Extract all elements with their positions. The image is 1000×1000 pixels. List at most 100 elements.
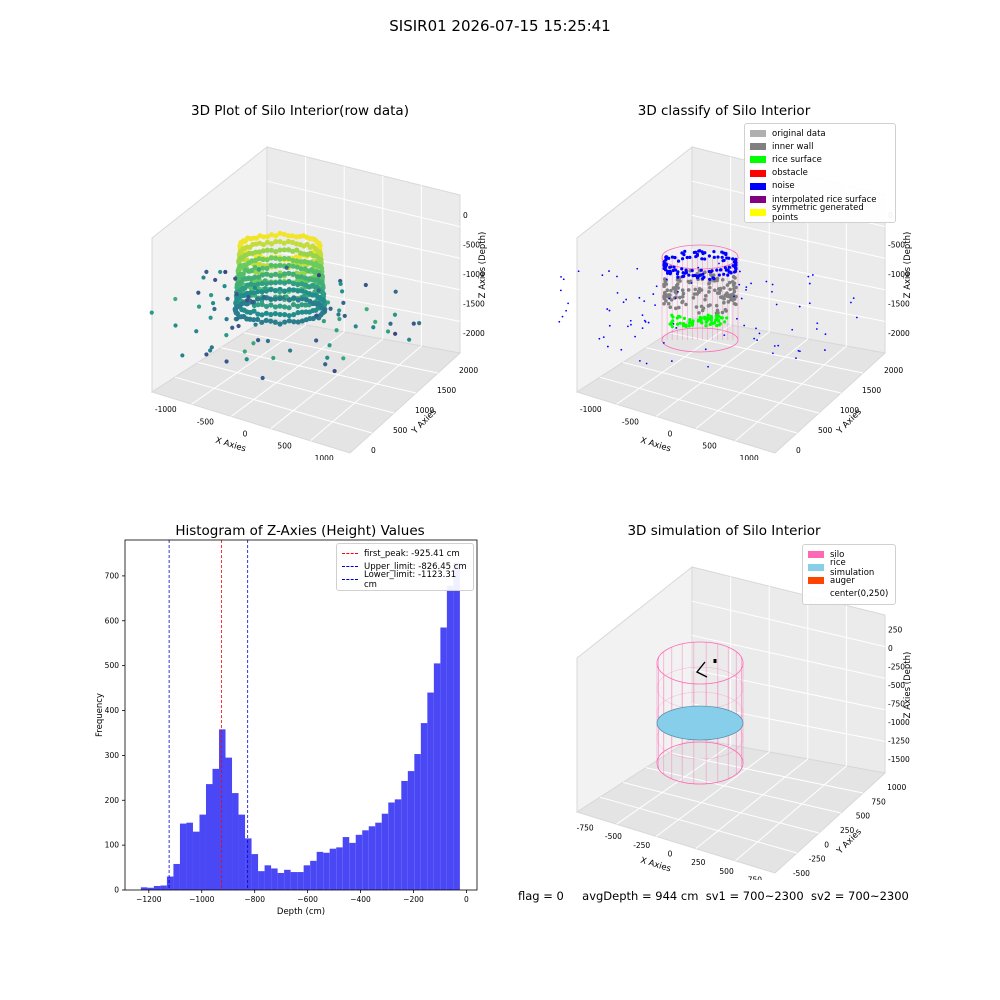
legend-line-swatch bbox=[342, 566, 358, 568]
plot2-ztick: -1000 bbox=[888, 270, 910, 279]
plot1-point bbox=[277, 279, 283, 285]
plot1-point bbox=[244, 357, 249, 362]
legend2-entry: inner wall bbox=[750, 140, 890, 153]
histogram-bar bbox=[368, 826, 376, 890]
legend-label: obstacle bbox=[772, 168, 808, 179]
plot2-rice-surface-point bbox=[706, 313, 710, 317]
histogram-bar bbox=[186, 822, 193, 890]
plot2-xtick: -1000 bbox=[580, 405, 602, 414]
plot2-noise-wall-point bbox=[670, 255, 674, 259]
plot1-point bbox=[286, 305, 292, 311]
plot4-xtick: -250 bbox=[633, 841, 650, 850]
plot2-noise-wall-point bbox=[732, 260, 736, 264]
plot1-point bbox=[272, 311, 278, 317]
plot4-xtick: 750 bbox=[748, 876, 763, 880]
plot2-rice-surface-point bbox=[709, 321, 713, 325]
plot1-point bbox=[363, 282, 368, 288]
plot4-grid-line bbox=[645, 767, 842, 814]
plot1-point bbox=[273, 233, 279, 239]
plot1-point bbox=[320, 282, 326, 289]
plot2-noise-wall-point bbox=[682, 253, 686, 257]
plot2-inner-wall-point bbox=[662, 293, 667, 298]
plot4-grid-line bbox=[622, 781, 820, 834]
plot2-inner-wall-point bbox=[666, 301, 671, 306]
plot1-point bbox=[342, 313, 347, 319]
plot1-point bbox=[332, 368, 337, 374]
plot2-ytick: 500 bbox=[818, 426, 833, 435]
plot2-rice-surface-point bbox=[717, 314, 721, 318]
plot1-point bbox=[284, 265, 289, 270]
plot2-noise-point bbox=[616, 291, 619, 294]
plot2-grid-line bbox=[691, 249, 886, 291]
plot1-point bbox=[337, 308, 342, 313]
plot4-ytick: 500 bbox=[856, 812, 871, 821]
histogram-xtick-label: −1000 bbox=[189, 895, 215, 904]
legend-label: interpolated rice surface bbox=[772, 194, 877, 205]
plot2-noise-wall-point bbox=[673, 268, 678, 272]
plot2-inner-wall-point bbox=[726, 300, 731, 304]
plot2-noise-point bbox=[641, 327, 644, 330]
legend2-entry: rice surface bbox=[750, 153, 890, 166]
plot2-noise-wall-point bbox=[717, 273, 721, 277]
plot2-rice-surface-point bbox=[698, 315, 702, 319]
plot1-point bbox=[260, 265, 266, 271]
plot2-inner-wall-point bbox=[711, 273, 716, 277]
plot1-point bbox=[272, 288, 278, 294]
plot1-grid-line bbox=[266, 180, 461, 228]
plot1-point bbox=[336, 312, 341, 317]
plot2-noise-wall-point bbox=[712, 255, 716, 259]
plot2-inner-wall-point bbox=[716, 311, 720, 315]
plot2-inner-wall-point bbox=[703, 294, 708, 298]
plot2-grid-line bbox=[616, 324, 731, 405]
plot1-xtick: 500 bbox=[277, 442, 292, 451]
plot2-noise-point bbox=[765, 280, 768, 283]
plot2-rice-surface-point bbox=[677, 314, 681, 318]
legend-label: inner wall bbox=[772, 141, 814, 152]
plot1-point bbox=[286, 318, 292, 324]
plot1-point bbox=[321, 318, 326, 324]
plot1-point bbox=[208, 348, 213, 353]
histogram-ytick-label: 200 bbox=[105, 796, 120, 805]
plot2-ytick: 2000 bbox=[884, 366, 903, 375]
plot2-rice-surface-point bbox=[704, 324, 708, 328]
plot1-point bbox=[268, 311, 274, 318]
plot2-noise-wall-point bbox=[680, 257, 685, 261]
plot2-noise-point bbox=[855, 316, 858, 319]
plot2-noise-point bbox=[606, 308, 609, 310]
plot2-noise-point bbox=[668, 297, 671, 300]
plot1-point bbox=[230, 325, 235, 330]
plot1-grid-line bbox=[220, 347, 417, 394]
plot1-point bbox=[223, 269, 228, 275]
plot2-grid-line bbox=[655, 331, 770, 417]
histogram-bar bbox=[297, 872, 304, 890]
plot2-inner-wall-point bbox=[733, 276, 737, 280]
histogram-bar bbox=[147, 887, 154, 890]
plot1-point bbox=[284, 294, 289, 299]
histogram-xtick-label: −200 bbox=[403, 895, 424, 904]
plot2-noise-point bbox=[665, 278, 668, 281]
plot2-inner-wall-point bbox=[694, 305, 699, 309]
plot2-inner-wall-point bbox=[708, 285, 712, 290]
plot1-point bbox=[364, 307, 369, 312]
plot2-rice-surface-point bbox=[723, 320, 727, 324]
plot2-noise-point bbox=[606, 345, 609, 348]
legend4-entry: silo bbox=[808, 548, 890, 561]
plot2-inner-wall-point bbox=[720, 277, 725, 282]
plot2-noise-point bbox=[773, 345, 776, 347]
plot1-point bbox=[196, 304, 202, 309]
plot2-noise-point bbox=[629, 319, 632, 322]
plot1-point bbox=[263, 303, 270, 310]
plot2-noise-point bbox=[808, 282, 811, 285]
legend-swatch bbox=[808, 591, 824, 598]
plot1-ztick: -1000 bbox=[463, 270, 485, 279]
plot1-point bbox=[288, 348, 293, 353]
plot2-inner-wall-point bbox=[703, 297, 707, 302]
legend-swatch bbox=[750, 169, 766, 177]
plot1-point bbox=[286, 286, 292, 293]
legend-swatch bbox=[750, 156, 766, 164]
plot2-noise-point bbox=[791, 328, 794, 331]
plot1-point bbox=[209, 345, 214, 350]
plot1-point bbox=[303, 317, 309, 323]
plot1-ytick: 500 bbox=[393, 426, 408, 435]
plot1-point bbox=[393, 289, 398, 294]
